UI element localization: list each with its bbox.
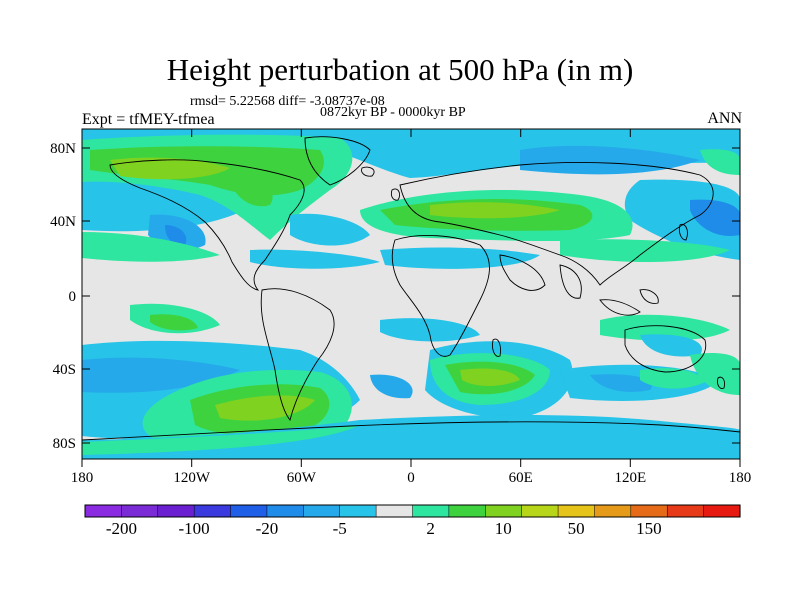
lat-label-80s: 80S (53, 436, 76, 452)
colorbar-swatch (521, 504, 559, 518)
lon-label-120e: 120E (614, 470, 646, 486)
colorbar-swatch (266, 504, 304, 518)
colorbar-label-50: 50 (568, 519, 585, 538)
period-label: 0872kyr BP - 0000kyr BP (320, 105, 466, 120)
lon-label-120w: 120W (173, 470, 211, 486)
colorbar-swatch (412, 504, 450, 518)
colorbar-swatch (666, 504, 705, 518)
season-label: ANN (707, 110, 742, 127)
colorbar-swatch (230, 504, 268, 518)
lat-label-80n: 80N (50, 141, 76, 157)
lon-label-60w: 60W (287, 470, 317, 486)
colorbar-label-minus20: -20 (256, 519, 279, 538)
colorbar-swatch (375, 504, 414, 518)
colorbar-label-minus100: -100 (179, 519, 210, 538)
lon-label-60e: 60E (509, 470, 533, 486)
experiment-label: Expt = tfMEY-tfmea (82, 111, 215, 128)
colorbar-swatch (557, 504, 595, 518)
lat-label-40n: 40N (50, 214, 76, 230)
coastlines (82, 136, 740, 441)
colorbar-label-minus5: -5 (333, 519, 347, 538)
colorbar-label-10: 10 (495, 519, 512, 538)
colorbar-swatch (594, 504, 632, 518)
rmsd-stats: rmsd= 5.22568 diff= -3.08737e-08 (190, 94, 385, 109)
colorbar-swatch (339, 504, 377, 518)
colorbar-swatch (193, 504, 232, 518)
colorbar-swatch (303, 504, 341, 518)
colorbar-swatch (84, 504, 122, 518)
colorbar-label-minus200: -200 (106, 519, 137, 538)
colorbar-swatch (630, 504, 668, 518)
lon-label-180w: 180 (71, 470, 94, 486)
colorbar: -200 -100 -20 -5 2 10 50 150 (84, 504, 741, 538)
lon-label-0: 0 (407, 470, 415, 486)
colorbar-swatch (703, 504, 741, 518)
height-perturbation-field (82, 129, 740, 459)
colorbar-swatch (448, 504, 486, 518)
lat-label-40s: 40S (53, 362, 76, 378)
lat-label-0: 0 (69, 289, 77, 305)
colorbar-swatch (121, 504, 159, 518)
latitude-axis: 80N 40N 0 40S 80S (50, 141, 740, 452)
colorbar-label-2: 2 (426, 519, 435, 538)
lon-label-180e: 180 (729, 470, 752, 486)
map-title: Height perturbation at 500 hPa (in m) (166, 52, 634, 87)
colorbar-swatch (157, 504, 195, 518)
colorbar-label-150: 150 (636, 519, 662, 538)
colorbar-swatch (485, 504, 523, 518)
longitude-axis: 180 120W 60W 0 60E 120E 180 (71, 129, 752, 486)
